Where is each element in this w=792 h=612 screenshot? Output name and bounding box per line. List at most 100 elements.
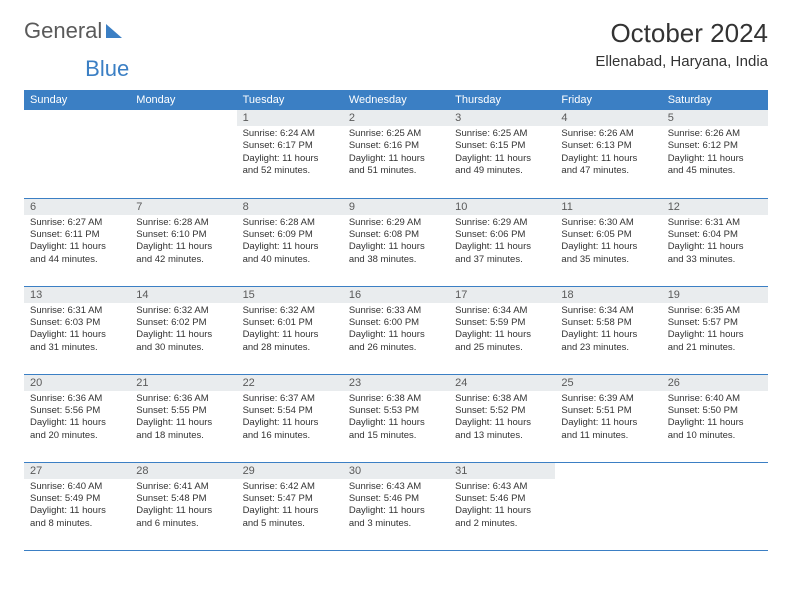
- sunrise-line: Sunrise: 6:27 AM: [30, 217, 124, 229]
- day-number: 6: [24, 199, 130, 215]
- day-details: Sunrise: 6:30 AMSunset: 6:05 PMDaylight:…: [555, 215, 661, 270]
- sunrise-line: Sunrise: 6:43 AM: [455, 481, 549, 493]
- daylight-line: Daylight: 11 hours and 37 minutes.: [455, 241, 549, 266]
- daylight-line: Daylight: 11 hours and 16 minutes.: [243, 417, 337, 442]
- calendar-body: ..1Sunrise: 6:24 AMSunset: 6:17 PMDaylig…: [24, 110, 768, 550]
- sunset-line: Sunset: 6:12 PM: [668, 140, 762, 152]
- calendar-empty: .: [662, 462, 768, 550]
- day-number: 20: [24, 375, 130, 391]
- day-details: Sunrise: 6:39 AMSunset: 5:51 PMDaylight:…: [555, 391, 661, 446]
- daylight-line: Daylight: 11 hours and 11 minutes.: [561, 417, 655, 442]
- calendar-empty: .: [24, 110, 130, 198]
- daylight-line: Daylight: 11 hours and 33 minutes.: [668, 241, 762, 266]
- day-number: 16: [343, 287, 449, 303]
- day-number: 17: [449, 287, 555, 303]
- sunset-line: Sunset: 5:46 PM: [455, 493, 549, 505]
- sunrise-line: Sunrise: 6:28 AM: [243, 217, 337, 229]
- sunset-line: Sunset: 6:10 PM: [136, 229, 230, 241]
- calendar-empty: .: [130, 110, 236, 198]
- day-details: Sunrise: 6:40 AMSunset: 5:50 PMDaylight:…: [662, 391, 768, 446]
- calendar-day: 16Sunrise: 6:33 AMSunset: 6:00 PMDayligh…: [343, 286, 449, 374]
- weekday-header: Tuesday: [237, 90, 343, 110]
- calendar-row: 13Sunrise: 6:31 AMSunset: 6:03 PMDayligh…: [24, 286, 768, 374]
- day-number: 2: [343, 110, 449, 126]
- day-number: 1: [237, 110, 343, 126]
- day-details: Sunrise: 6:34 AMSunset: 5:58 PMDaylight:…: [555, 303, 661, 358]
- weekday-header: Monday: [130, 90, 236, 110]
- sunset-line: Sunset: 6:08 PM: [349, 229, 443, 241]
- day-details: Sunrise: 6:38 AMSunset: 5:53 PMDaylight:…: [343, 391, 449, 446]
- calendar-day: 7Sunrise: 6:28 AMSunset: 6:10 PMDaylight…: [130, 198, 236, 286]
- month-title: October 2024: [595, 18, 768, 49]
- weekday-header: Thursday: [449, 90, 555, 110]
- day-details: Sunrise: 6:29 AMSunset: 6:06 PMDaylight:…: [449, 215, 555, 270]
- sunset-line: Sunset: 5:50 PM: [668, 405, 762, 417]
- day-details: Sunrise: 6:36 AMSunset: 5:56 PMDaylight:…: [24, 391, 130, 446]
- sunrise-line: Sunrise: 6:29 AM: [349, 217, 443, 229]
- daylight-line: Daylight: 11 hours and 40 minutes.: [243, 241, 337, 266]
- day-details: Sunrise: 6:29 AMSunset: 6:08 PMDaylight:…: [343, 215, 449, 270]
- day-details: Sunrise: 6:35 AMSunset: 5:57 PMDaylight:…: [662, 303, 768, 358]
- calendar-day: 22Sunrise: 6:37 AMSunset: 5:54 PMDayligh…: [237, 374, 343, 462]
- daylight-line: Daylight: 11 hours and 15 minutes.: [349, 417, 443, 442]
- day-number: 30: [343, 463, 449, 479]
- daylight-line: Daylight: 11 hours and 49 minutes.: [455, 153, 549, 178]
- sunset-line: Sunset: 6:01 PM: [243, 317, 337, 329]
- day-number: 21: [130, 375, 236, 391]
- sunset-line: Sunset: 5:51 PM: [561, 405, 655, 417]
- sunset-line: Sunset: 6:02 PM: [136, 317, 230, 329]
- sunrise-line: Sunrise: 6:36 AM: [30, 393, 124, 405]
- sunrise-line: Sunrise: 6:32 AM: [136, 305, 230, 317]
- daylight-line: Daylight: 11 hours and 6 minutes.: [136, 505, 230, 530]
- daylight-line: Daylight: 11 hours and 47 minutes.: [561, 153, 655, 178]
- daylight-line: Daylight: 11 hours and 21 minutes.: [668, 329, 762, 354]
- calendar-day: 29Sunrise: 6:42 AMSunset: 5:47 PMDayligh…: [237, 462, 343, 550]
- day-number: 13: [24, 287, 130, 303]
- day-details: Sunrise: 6:36 AMSunset: 5:55 PMDaylight:…: [130, 391, 236, 446]
- calendar-day: 27Sunrise: 6:40 AMSunset: 5:49 PMDayligh…: [24, 462, 130, 550]
- day-number: 22: [237, 375, 343, 391]
- sunrise-line: Sunrise: 6:39 AM: [561, 393, 655, 405]
- calendar-day: 18Sunrise: 6:34 AMSunset: 5:58 PMDayligh…: [555, 286, 661, 374]
- weekday-header: Sunday: [24, 90, 130, 110]
- calendar-day: 11Sunrise: 6:30 AMSunset: 6:05 PMDayligh…: [555, 198, 661, 286]
- daylight-line: Daylight: 11 hours and 13 minutes.: [455, 417, 549, 442]
- calendar-day: 20Sunrise: 6:36 AMSunset: 5:56 PMDayligh…: [24, 374, 130, 462]
- sunrise-line: Sunrise: 6:24 AM: [243, 128, 337, 140]
- sunrise-line: Sunrise: 6:31 AM: [668, 217, 762, 229]
- day-details: Sunrise: 6:31 AMSunset: 6:04 PMDaylight:…: [662, 215, 768, 270]
- logo-text-1: General: [24, 18, 102, 44]
- day-number: 31: [449, 463, 555, 479]
- day-details: Sunrise: 6:33 AMSunset: 6:00 PMDaylight:…: [343, 303, 449, 358]
- calendar-day: 31 Sunrise: 6:43 AMSunset: 5:46 PMDayligh…: [449, 462, 555, 550]
- daylight-line: Daylight: 11 hours and 44 minutes.: [30, 241, 124, 266]
- calendar-day: 13Sunrise: 6:31 AMSunset: 6:03 PMDayligh…: [24, 286, 130, 374]
- sunrise-line: Sunrise: 6:40 AM: [668, 393, 762, 405]
- day-number: 15: [237, 287, 343, 303]
- sunrise-line: Sunrise: 6:37 AM: [243, 393, 337, 405]
- logo: General: [24, 18, 124, 44]
- day-number: 18: [555, 287, 661, 303]
- sunset-line: Sunset: 6:09 PM: [243, 229, 337, 241]
- calendar-day: 12Sunrise: 6:31 AMSunset: 6:04 PMDayligh…: [662, 198, 768, 286]
- sunset-line: Sunset: 5:57 PM: [668, 317, 762, 329]
- sunrise-line: Sunrise: 6:26 AM: [668, 128, 762, 140]
- calendar-day: 17Sunrise: 6:34 AMSunset: 5:59 PMDayligh…: [449, 286, 555, 374]
- daylight-line: Daylight: 11 hours and 45 minutes.: [668, 153, 762, 178]
- daylight-line: Daylight: 11 hours and 2 minutes.: [455, 505, 549, 530]
- day-details: Sunrise: 6:43 AMSunset: 5:46 PMDaylight:…: [343, 479, 449, 534]
- calendar-day: 26Sunrise: 6:40 AMSunset: 5:50 PMDayligh…: [662, 374, 768, 462]
- weekday-header: Saturday: [662, 90, 768, 110]
- day-number: 11: [555, 199, 661, 215]
- calendar-day: 8Sunrise: 6:28 AMSunset: 6:09 PMDaylight…: [237, 198, 343, 286]
- daylight-line: Daylight: 11 hours and 10 minutes.: [668, 417, 762, 442]
- calendar-day: 23Sunrise: 6:38 AMSunset: 5:53 PMDayligh…: [343, 374, 449, 462]
- day-details: Sunrise: 6:25 AMSunset: 6:15 PMDaylight:…: [449, 126, 555, 181]
- sunrise-line: Sunrise: 6:43 AM: [349, 481, 443, 493]
- calendar-day: 4Sunrise: 6:26 AMSunset: 6:13 PMDaylight…: [555, 110, 661, 198]
- sunrise-line: Sunrise: 6:30 AM: [561, 217, 655, 229]
- location: Ellenabad, Haryana, India: [595, 53, 768, 70]
- day-number: 4: [555, 110, 661, 126]
- day-number: 9: [343, 199, 449, 215]
- calendar-day: 5Sunrise: 6:26 AMSunset: 6:12 PMDaylight…: [662, 110, 768, 198]
